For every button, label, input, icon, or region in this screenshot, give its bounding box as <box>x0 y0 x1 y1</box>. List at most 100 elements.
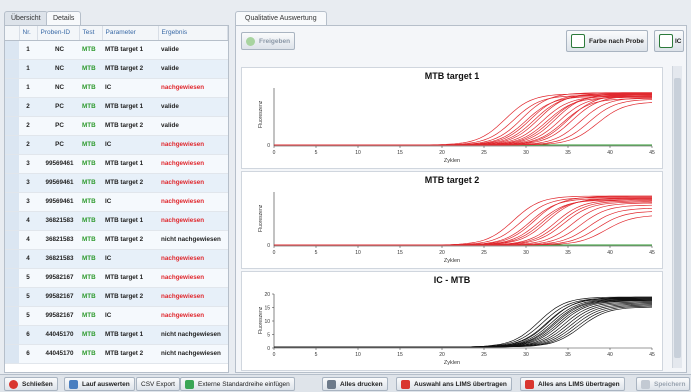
cell-sample-id: PC <box>37 116 79 136</box>
cell-result: valide <box>158 59 228 79</box>
table-row[interactable]: 4 36821583 MTB MTB target 2 nicht nachgewies… <box>5 230 228 250</box>
tab-details[interactable]: Details <box>46 11 82 25</box>
x-tick-label: 0 <box>273 250 276 256</box>
table-row[interactable]: 6 44045170 MTB MTB target 1 nicht nachgewies… <box>5 325 228 345</box>
cell-parameter: MTB target 1 <box>102 211 158 231</box>
plots-scrollbar[interactable] <box>672 66 682 368</box>
header-result[interactable]: Ergebnis <box>158 26 228 41</box>
print-all-button[interactable]: Alles drucken <box>322 377 388 391</box>
upload-icon <box>401 379 410 389</box>
table-row[interactable]: 2 PC MTB IC nachgewiesen <box>5 135 228 155</box>
cell-parameter: IC <box>102 192 158 212</box>
chart-color-icon <box>571 34 585 48</box>
tab-overview[interactable]: Übersicht <box>4 11 48 25</box>
x-tick-label: 45 <box>649 150 655 156</box>
close-button[interactable]: Schließen <box>4 377 58 391</box>
cell-test: MTB <box>79 154 102 174</box>
amplification-curves: 0 5 10 15 20 25 30 35 40 45 0 <box>267 88 655 156</box>
cell-result: nachgewiesen <box>158 249 228 269</box>
color-by-sample-button[interactable]: Farbe nach Probe <box>566 30 648 52</box>
amplification-curve <box>274 97 652 146</box>
table-row[interactable]: 1 NC MTB MTB target 2 valide <box>5 59 228 79</box>
amplification-curve <box>274 200 653 246</box>
table-row[interactable]: 1 NC MTB IC nachgewiesen <box>5 78 228 98</box>
amplification-curve <box>274 297 652 348</box>
cell-nr: 3 <box>19 173 37 193</box>
x-tick-label: 40 <box>607 150 613 156</box>
amplification-curve <box>274 102 653 146</box>
x-tick-label: 5 <box>315 250 318 256</box>
x-tick-label: 40 <box>607 250 613 256</box>
table-row[interactable]: 4 36821583 MTB MTB target 1 nachgewiesen <box>5 211 228 231</box>
amplification-curve <box>274 197 652 246</box>
amplification-curve <box>274 211 653 246</box>
header-nr[interactable]: Nr. <box>19 26 38 41</box>
row-select <box>5 325 19 345</box>
table-row[interactable]: 1 NC MTB MTB target 1 valide <box>5 40 228 60</box>
amplification-curve <box>274 99 653 146</box>
plot-mtb-target-1: MTB target 1 Fluoreszenz 0 5 10 15 20 25 30 35 4… <box>241 67 663 169</box>
cell-nr: 3 <box>19 192 37 212</box>
cell-sample-id: 99569461 <box>37 154 79 174</box>
cell-nr: 5 <box>19 306 37 326</box>
cell-test: MTB <box>79 211 102 231</box>
table-row[interactable]: 6 44045170 MTB MTB target 2 nicht nachgewies… <box>5 344 228 364</box>
cell-test: MTB <box>79 306 102 326</box>
cell-result: nachgewiesen <box>158 78 228 98</box>
lims-all-button[interactable]: Alles ans LIMS übertragen <box>520 377 625 391</box>
tab-qualitative[interactable]: Qualitative Auswertung <box>235 11 327 25</box>
table-row[interactable]: 3 99569461 MTB MTB target 2 nachgewiesen <box>5 173 228 193</box>
cell-sample-id: NC <box>37 78 79 98</box>
row-select <box>5 40 19 60</box>
cell-result: nachgewiesen <box>158 135 228 155</box>
table-row[interactable]: 2 PC MTB MTB target 1 valide <box>5 97 228 117</box>
cell-nr: 1 <box>19 78 37 98</box>
table-row[interactable]: 3 99569461 MTB MTB target 1 nachgewiesen <box>5 154 228 174</box>
header-test[interactable]: Test <box>79 26 103 41</box>
row-select <box>5 135 19 155</box>
cell-result: valide <box>158 40 228 60</box>
cell-nr: 2 <box>19 116 37 136</box>
cell-sample-id: 36821583 <box>37 249 79 269</box>
table-row[interactable]: 5 99582167 MTB IC nachgewiesen <box>5 306 228 326</box>
cell-nr: 6 <box>19 344 37 364</box>
cell-test: MTB <box>79 287 102 307</box>
amplification-curves: 0 5 10 15 20 25 30 35 40 45 0 <box>267 192 655 256</box>
evaluate-run-button[interactable]: Lauf auswerten <box>64 377 135 391</box>
cell-test: MTB <box>79 97 102 117</box>
header-parameter[interactable]: Parameter <box>102 26 159 41</box>
release-button[interactable]: Freigeben <box>241 32 296 50</box>
row-select <box>5 97 19 117</box>
amplification-curve <box>274 93 653 146</box>
chart-ic-icon <box>659 34 673 48</box>
csv-export-button[interactable]: CSV Export <box>136 377 180 391</box>
ic-button[interactable]: IC <box>654 30 684 52</box>
table-row[interactable]: 5 99582167 MTB MTB target 2 nachgewiesen <box>5 287 228 307</box>
x-tick-label: 5 <box>315 150 318 156</box>
qualitative-panel: Freigeben Farbe nach Probe IC MTB target… <box>235 25 687 373</box>
table-row[interactable]: 5 99582167 MTB MTB target 1 nachgewiesen <box>5 268 228 288</box>
cell-parameter: MTB target 2 <box>102 230 158 250</box>
table-row[interactable]: 2 PC MTB MTB target 2 valide <box>5 116 228 136</box>
y-tick-label: 20 <box>264 292 270 298</box>
x-tick-label: 15 <box>397 352 403 358</box>
table-row[interactable]: 3 99569461 MTB IC nachgewiesen <box>5 192 228 212</box>
cell-sample-id: NC <box>37 40 79 60</box>
x-tick-label: 15 <box>397 150 403 156</box>
header-sample-id[interactable]: Proben-ID <box>37 26 80 41</box>
lims-selection-button[interactable]: Auswahl ans LIMS übertragen <box>396 377 512 391</box>
cell-nr: 1 <box>19 59 37 79</box>
table-row[interactable]: 4 36821583 MTB IC nachgewiesen <box>5 249 228 269</box>
save-button[interactable]: Speichern <box>636 377 691 391</box>
amplification-curve <box>274 93 652 146</box>
x-tick-label: 10 <box>355 352 361 358</box>
y-tick-label: 10 <box>264 319 270 325</box>
cell-nr: 4 <box>19 230 37 250</box>
cell-result: nachgewiesen <box>158 306 228 326</box>
x-tick-label: 0 <box>273 352 276 358</box>
amplification-curve <box>274 97 653 146</box>
external-standard-button[interactable]: Externe Standardreihe einfügen <box>180 377 295 391</box>
x-axis-label: Zyklen <box>443 258 461 264</box>
scrollbar-thumb[interactable] <box>674 78 681 358</box>
